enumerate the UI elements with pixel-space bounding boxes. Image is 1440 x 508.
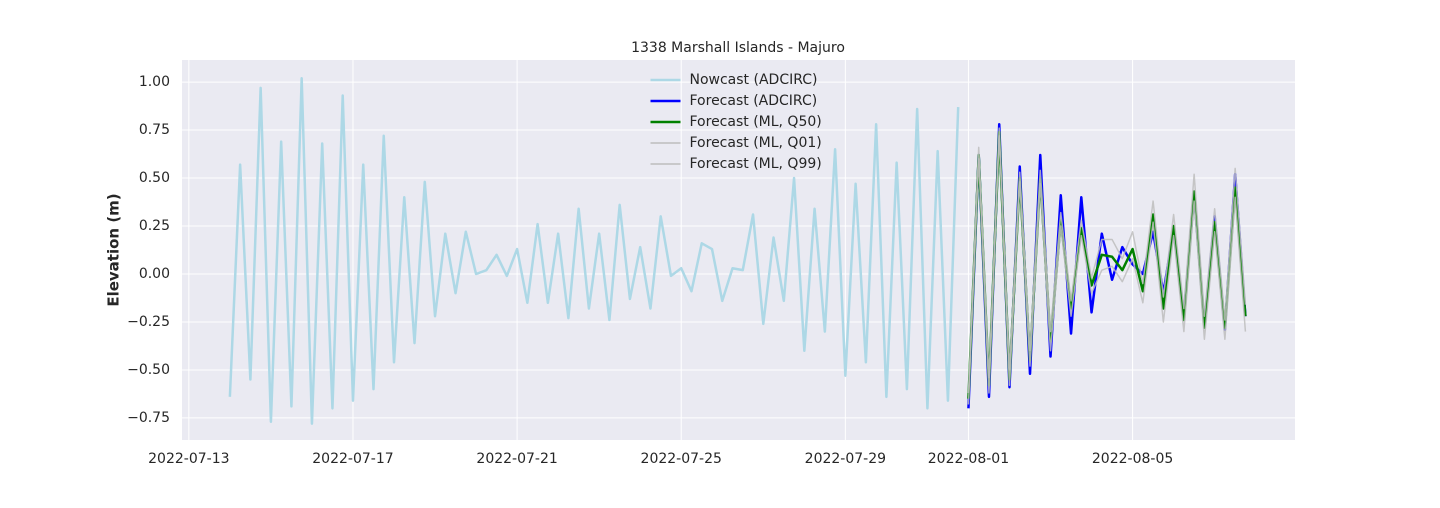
y-tick-label: −0.25	[127, 314, 170, 330]
x-tick-label: 2022-07-25	[641, 451, 722, 467]
chart-title: 1338 Marshall Islands - Majuro	[631, 40, 845, 56]
legend-label: Forecast (ML, Q01)	[690, 135, 822, 151]
y-tick-label: −0.50	[127, 362, 170, 378]
x-tick-label: 2022-07-21	[476, 451, 557, 467]
legend: Nowcast (ADCIRC) Forecast (ADCIRC) Forecas…	[650, 72, 822, 172]
series-line	[228, 76, 960, 425]
y-tick-label: 0.00	[139, 266, 170, 282]
y-tick-label: 0.25	[139, 218, 170, 234]
x-tick-label: 2022-08-05	[1092, 451, 1173, 467]
y-axis-label: Elevation (m)	[105, 193, 123, 306]
x-tick-label: 2022-07-13	[148, 451, 229, 467]
y-tick-label: 0.75	[139, 122, 170, 138]
legend-label: Nowcast (ADCIRC)	[690, 72, 818, 88]
x-tick-label: 2022-07-29	[805, 451, 886, 467]
x-tick-label: 2022-07-17	[312, 451, 393, 467]
legend-label: Forecast (ML, Q99)	[690, 156, 822, 172]
series-line	[967, 127, 1247, 394]
y-tick-label: 1.00	[139, 74, 170, 90]
y-tick-label: −0.75	[127, 410, 170, 426]
legend-label: Forecast (ADCIRC)	[690, 93, 818, 109]
y-tick-label: 0.50	[139, 170, 170, 186]
x-tick-label: 2022-08-01	[928, 451, 1009, 467]
legend-label: Forecast (ML, Q50)	[690, 114, 822, 130]
